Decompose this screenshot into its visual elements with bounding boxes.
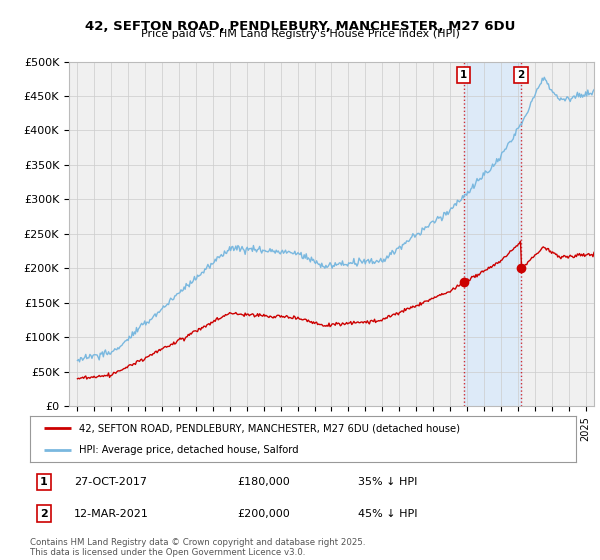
Text: Contains HM Land Registry data © Crown copyright and database right 2025.
This d: Contains HM Land Registry data © Crown c… xyxy=(30,538,365,557)
Text: HPI: Average price, detached house, Salford: HPI: Average price, detached house, Salf… xyxy=(79,445,299,455)
Text: 35% ↓ HPI: 35% ↓ HPI xyxy=(358,477,417,487)
Text: 2: 2 xyxy=(40,508,47,519)
Text: Price paid vs. HM Land Registry's House Price Index (HPI): Price paid vs. HM Land Registry's House … xyxy=(140,29,460,39)
Text: 42, SEFTON ROAD, PENDLEBURY, MANCHESTER, M27 6DU (detached house): 42, SEFTON ROAD, PENDLEBURY, MANCHESTER,… xyxy=(79,423,460,433)
Text: 1: 1 xyxy=(40,477,47,487)
Text: 45% ↓ HPI: 45% ↓ HPI xyxy=(358,508,417,519)
Text: 42, SEFTON ROAD, PENDLEBURY, MANCHESTER, M27 6DU: 42, SEFTON ROAD, PENDLEBURY, MANCHESTER,… xyxy=(85,20,515,32)
Text: 27-OCT-2017: 27-OCT-2017 xyxy=(74,477,146,487)
Text: 1: 1 xyxy=(460,71,467,81)
Text: £180,000: £180,000 xyxy=(238,477,290,487)
Text: 12-MAR-2021: 12-MAR-2021 xyxy=(74,508,149,519)
Bar xyxy=(464,62,521,406)
Text: £200,000: £200,000 xyxy=(238,508,290,519)
Text: 2: 2 xyxy=(517,71,524,81)
